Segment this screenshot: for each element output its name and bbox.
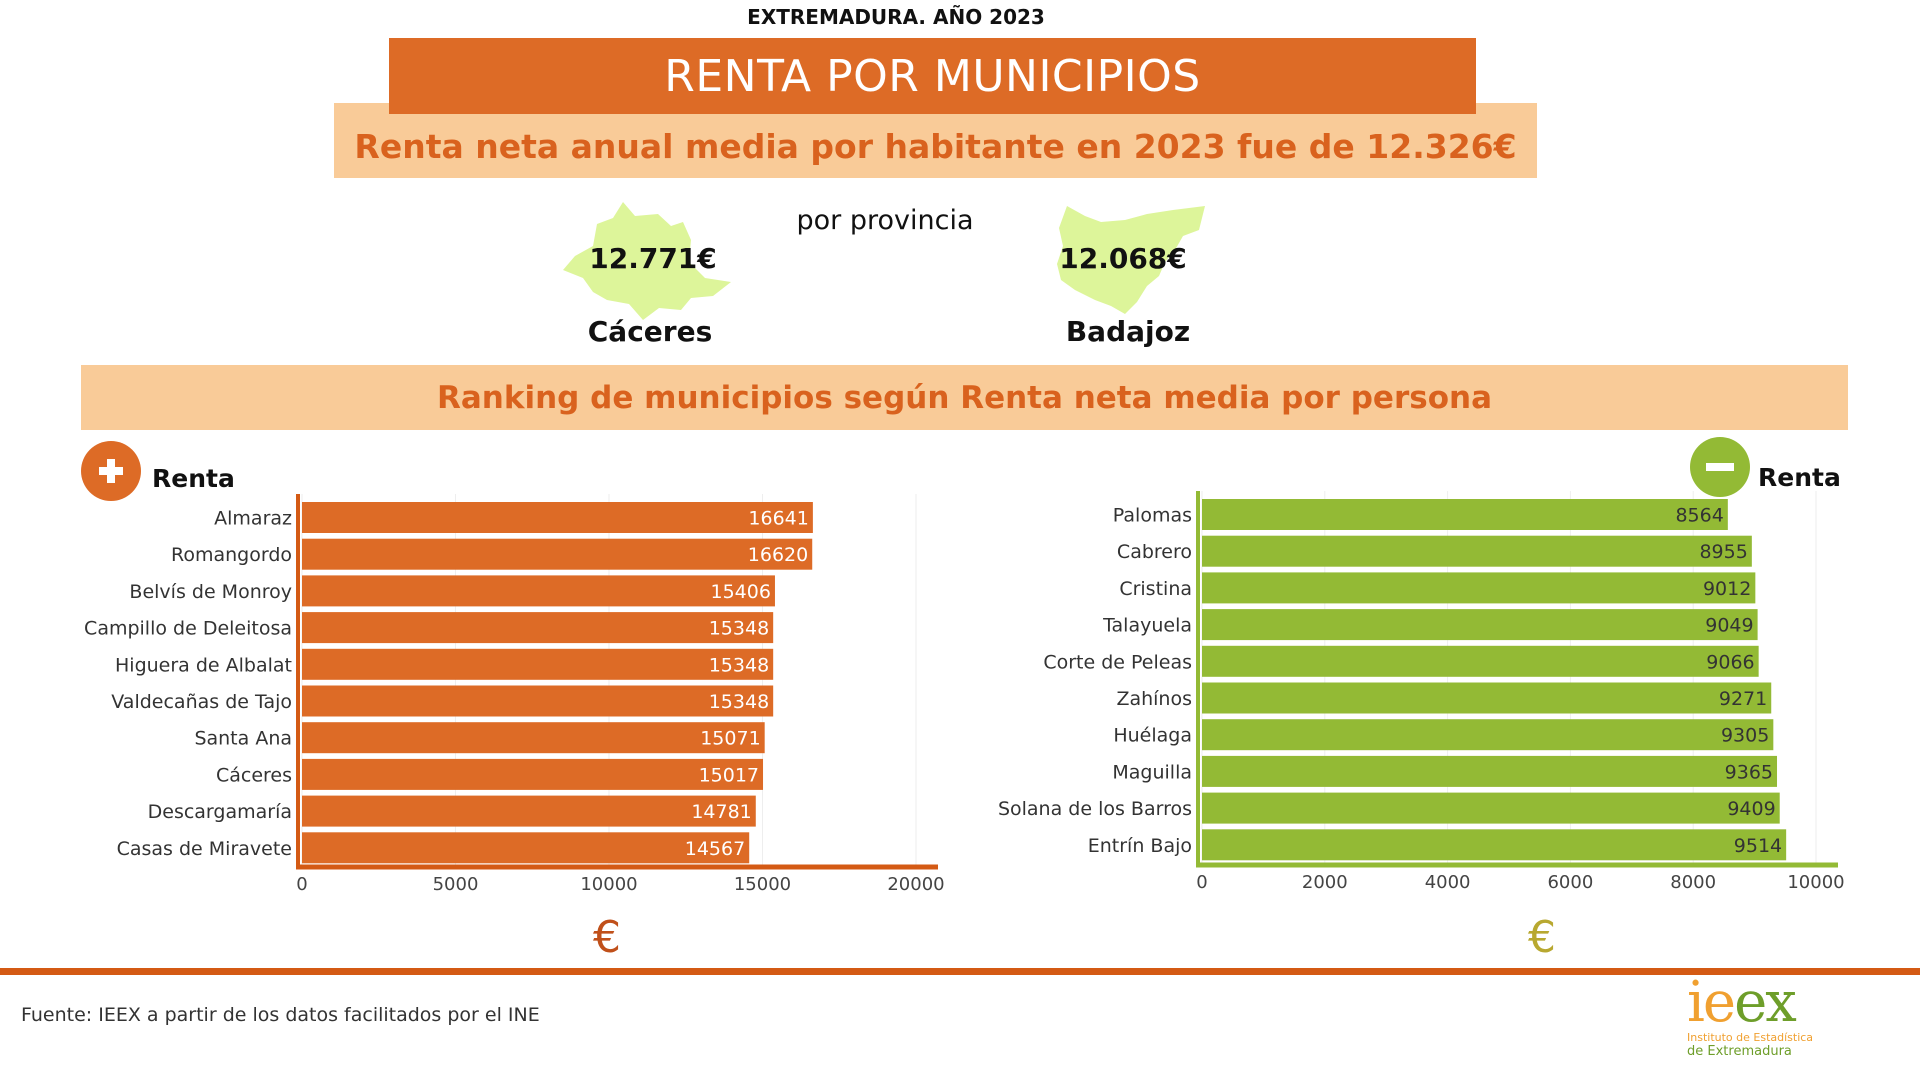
right-bar (1202, 755, 1778, 787)
right-value-label: 9305 (1721, 725, 1769, 747)
left-category-label: Cáceres (216, 764, 292, 786)
left-bar (302, 722, 765, 754)
right-tick-label: 2000 (1302, 872, 1348, 893)
right-bar (1202, 719, 1774, 751)
right-bar (1202, 792, 1780, 824)
left-value-label: 16620 (748, 544, 808, 566)
caceres-value: 12.771€ (589, 242, 717, 275)
ranking-title: Ranking de municipios según Renta neta m… (437, 379, 1492, 416)
left-bar (302, 648, 774, 680)
right-category-label: Cabrero (1117, 541, 1192, 563)
right-value-label: 9066 (1706, 651, 1754, 673)
right-tick-label: 4000 (1425, 872, 1471, 893)
caceres-label: Cáceres (587, 315, 713, 348)
left-category-label: Campillo de Deleitosa (84, 618, 292, 640)
ranking-banner: Ranking de municipios según Renta neta m… (81, 365, 1848, 430)
left-value-label: 15348 (709, 618, 769, 640)
right-bar (1202, 682, 1772, 714)
right-category-label: Huélaga (1113, 725, 1192, 747)
left-value-label: 15348 (709, 691, 769, 713)
por-provincia-label: por provincia (796, 205, 974, 236)
right-value-label: 8564 (1675, 505, 1723, 527)
left-category-label: Higuera de Albalat (115, 654, 292, 676)
title-banner: RENTA POR MUNICIPIOS (389, 38, 1476, 114)
subtitle: Renta neta anual media por habitante en … (354, 127, 1517, 166)
right-category-label: Solana de los Barros (998, 798, 1192, 820)
supertitle: EXTREMADURA. AÑO 2023 (747, 5, 1045, 29)
left-tick-label: 15000 (734, 874, 791, 895)
badajoz-map-icon (1057, 206, 1205, 314)
ieex-logo: ieex Instituto de Estadística de Extrema… (1687, 970, 1814, 1060)
left-bar (302, 538, 813, 570)
left-category-label: Romangordo (171, 544, 292, 566)
right-value-label: 9514 (1734, 835, 1782, 857)
left-value-label: 15017 (699, 764, 759, 786)
left-category-label: Valdecañas de Tajo (111, 691, 292, 713)
right-bar (1202, 499, 1728, 530)
right-category-label: Palomas (1113, 505, 1192, 527)
right-tick-label: 8000 (1670, 872, 1716, 893)
left-value-label: 15071 (700, 728, 760, 750)
right-value-label: 8955 (1699, 541, 1747, 563)
right-bar (1202, 535, 1752, 567)
right-category-label: Maguilla (1112, 761, 1192, 783)
page-title: RENTA POR MUNICIPIOS (664, 50, 1201, 102)
right-value-label: 9271 (1719, 688, 1767, 710)
left-bar (302, 685, 774, 717)
right-bar (1202, 609, 1758, 641)
left-value-label: 14781 (691, 801, 751, 823)
right-tick-label: 6000 (1547, 872, 1593, 893)
right-chart-title: Renta (1758, 463, 1841, 492)
subtitle-banner: Renta neta anual media por habitante en … (334, 103, 1537, 178)
right-category-label: Corte de Peleas (1043, 651, 1192, 673)
left-category-label: Descargamaría (148, 801, 292, 823)
left-bar (302, 832, 750, 864)
right-value-label: 9365 (1725, 761, 1773, 783)
right-bar (1202, 829, 1787, 861)
minus-circle-icon (1690, 437, 1750, 497)
right-x-axis-label: € (1528, 912, 1556, 963)
left-tick-label: 0 (296, 874, 307, 895)
left-category-label: Almaraz (214, 508, 292, 530)
left-chart-title: Renta (152, 464, 235, 493)
left-tick-label: 5000 (433, 874, 479, 895)
left-x-axis-label: € (593, 912, 621, 963)
left-value-label: 15348 (709, 654, 769, 676)
right-value-label: 9012 (1703, 578, 1751, 600)
right-value-label: 9049 (1705, 615, 1753, 637)
left-value-label: 16641 (748, 508, 808, 530)
left-bar (302, 758, 764, 790)
left-tick-label: 10000 (580, 874, 637, 895)
right-category-label: Cristina (1119, 578, 1192, 600)
badajoz-label: Badajoz (1065, 315, 1191, 348)
right-bar (1202, 572, 1756, 604)
left-bar (302, 795, 756, 827)
caceres-map-icon (563, 202, 731, 320)
left-bar (302, 502, 813, 533)
right-tick-label: 0 (1196, 872, 1207, 893)
footer-divider (0, 968, 1920, 975)
left-bar (302, 575, 775, 607)
right-category-label: Talayuela (1102, 615, 1192, 637)
badajoz-value: 12.068€ (1059, 242, 1187, 275)
left-value-label: 14567 (685, 838, 745, 860)
right-category-label: Entrín Bajo (1088, 835, 1192, 857)
left-value-label: 15406 (711, 581, 771, 603)
source-note: Fuente: IEEX a partir de los datos facil… (21, 1004, 540, 1026)
left-tick-label: 20000 (887, 874, 944, 895)
left-bar (302, 612, 774, 644)
plus-circle-icon (81, 441, 141, 501)
right-bar (1202, 645, 1759, 677)
left-category-label: Santa Ana (194, 728, 292, 750)
right-tick-label: 10000 (1787, 872, 1844, 893)
left-category-label: Belvís de Monroy (129, 581, 292, 603)
left-category-label: Casas de Miravete (117, 838, 292, 860)
right-category-label: Zahínos (1116, 688, 1192, 710)
right-value-label: 9409 (1727, 798, 1775, 820)
